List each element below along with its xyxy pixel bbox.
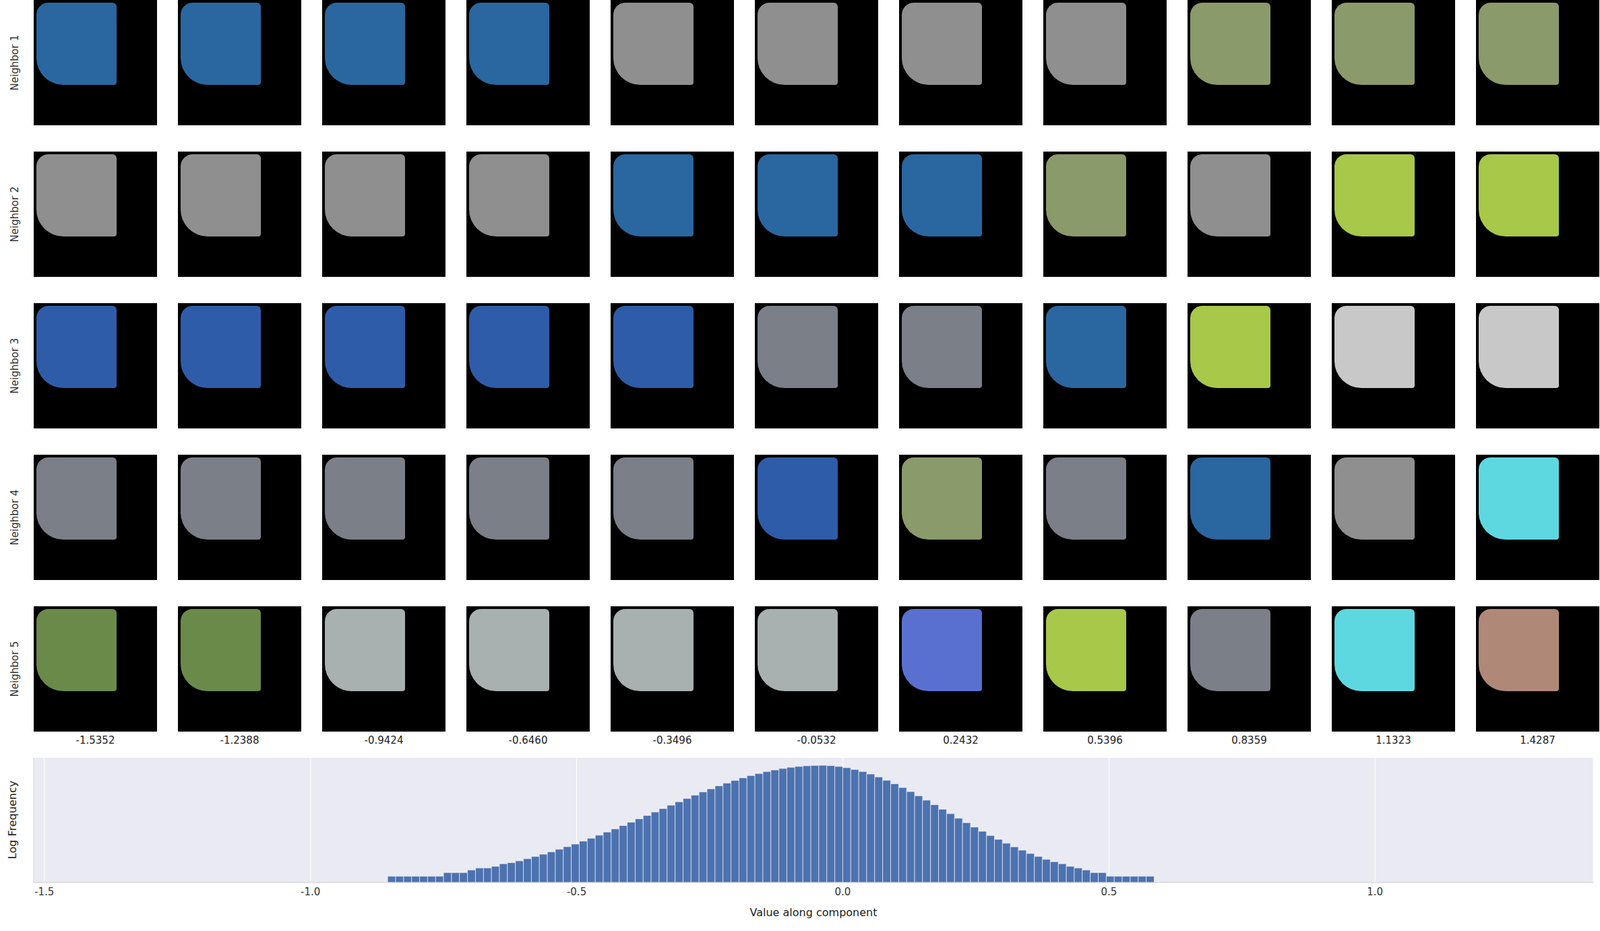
svg-text:1.0: 1.0 [1366, 886, 1383, 899]
html-text:-1.5352: -1.5352 [75, 734, 115, 747]
html-text:Neighbor 4: Neighbor 4 [8, 489, 21, 546]
html-text:-1.2388: -1.2388 [220, 734, 260, 747]
svg-text:0.0: 0.0 [835, 886, 852, 899]
svg-text:0.5: 0.5 [1100, 886, 1117, 899]
html-text:Log Frequency: Log Frequency [5, 780, 19, 860]
html-text:Neighbor 5: Neighbor 5 [8, 641, 21, 698]
svg-text:-1.0: -1.0 [300, 886, 321, 899]
svg-text:-0.5: -0.5 [566, 886, 587, 899]
html-text:Neighbor 1: Neighbor 1 [8, 34, 21, 91]
html-text:-0.9424: -0.9424 [364, 734, 404, 747]
html-text:1.4287: 1.4287 [1520, 734, 1556, 747]
html-text:1.1323: 1.1323 [1375, 734, 1412, 747]
html-text:-0.0532: -0.0532 [796, 734, 837, 747]
html-text:Neighbor 2: Neighbor 2 [8, 186, 21, 243]
html-text:0.2432: 0.2432 [943, 734, 979, 747]
svg-text:-1.5: -1.5 [34, 886, 54, 899]
html-text:-0.3496: -0.3496 [652, 734, 692, 747]
svg-text:Value along component: Value along component [750, 906, 878, 920]
html-text:-0.6460: -0.6460 [508, 734, 548, 747]
html-text:Neighbor 3: Neighbor 3 [8, 338, 21, 394]
html-text:0.8359: 0.8359 [1231, 734, 1267, 747]
html-text:0.5396: 0.5396 [1087, 734, 1123, 747]
